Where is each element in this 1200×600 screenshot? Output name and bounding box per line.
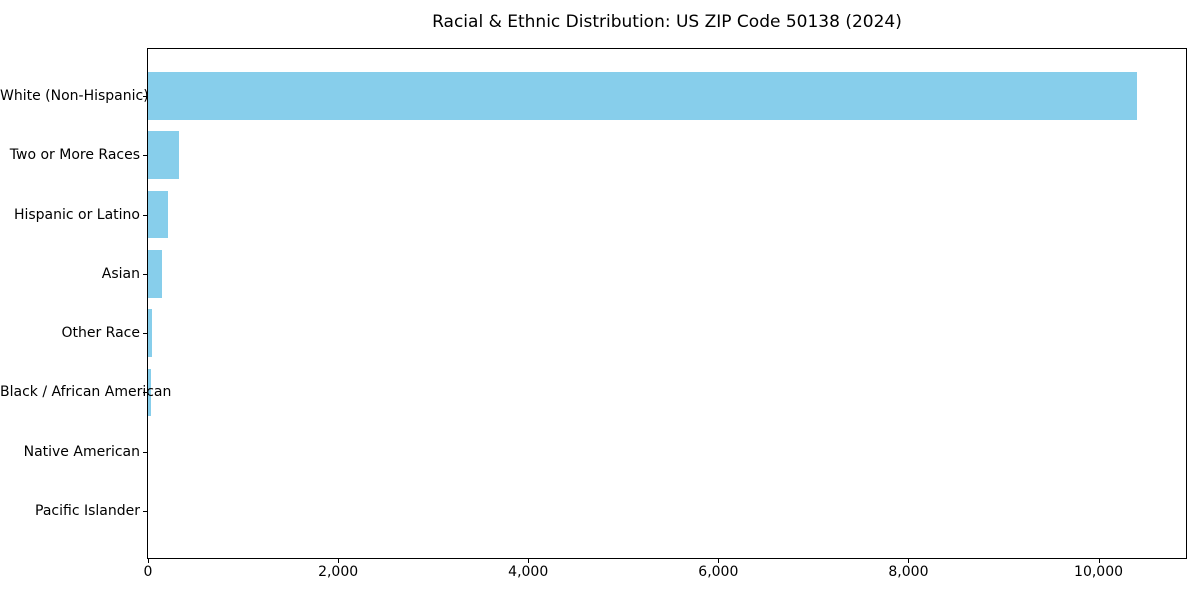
x-tick-label-6-000: 6,000	[698, 564, 739, 580]
y-tick-mark	[143, 392, 147, 394]
x-tick-mark	[718, 559, 720, 563]
y-tick-label-hispanic-or-latino: Hispanic or Latino	[13, 206, 140, 223]
y-tick-mark	[143, 95, 147, 97]
x-tick-mark	[338, 559, 340, 563]
bar-black-african-american	[148, 368, 152, 417]
bar-hispanic-or-latino	[148, 190, 168, 239]
x-tick-mark	[148, 559, 149, 563]
x-tick-mark	[1098, 559, 1100, 563]
plot-area	[147, 48, 1187, 559]
y-tick-label-black-african-american: Black / African American	[0, 384, 172, 401]
y-tick-label-native-american: Native American	[23, 443, 140, 460]
y-tick-label-other-race: Other Race	[61, 325, 140, 342]
bar-other-race	[148, 309, 152, 357]
x-tick-label-0: 0	[143, 564, 153, 580]
chart-title: Racial & Ethnic Distribution: US ZIP Cod…	[432, 12, 902, 32]
y-tick-mark	[143, 214, 147, 216]
y-tick-mark	[143, 451, 147, 453]
y-tick-label-white-non-hispanic: White (Non-Hispanic)	[0, 87, 149, 104]
y-tick-label-pacific-islander: Pacific Islander	[35, 503, 140, 520]
y-tick-mark	[143, 511, 147, 513]
x-tick-label-2-000: 2,000	[318, 564, 359, 580]
x-tick-mark	[528, 559, 530, 563]
bar-two-or-more-races	[148, 131, 180, 179]
x-tick-label-10-000: 10,000	[1074, 564, 1124, 580]
x-tick-mark	[908, 559, 910, 563]
y-tick-label-two-or-more-races: Two or More Races	[9, 147, 140, 164]
y-tick-mark	[143, 273, 147, 275]
x-tick-label-8-000: 8,000	[888, 564, 929, 580]
y-tick-mark	[143, 155, 147, 157]
y-tick-mark	[143, 333, 147, 335]
bar-white-non-hispanic	[148, 72, 1137, 120]
x-tick-label-4-000: 4,000	[508, 564, 549, 580]
y-tick-label-asian: Asian	[101, 265, 140, 282]
bar-asian	[148, 250, 162, 298]
